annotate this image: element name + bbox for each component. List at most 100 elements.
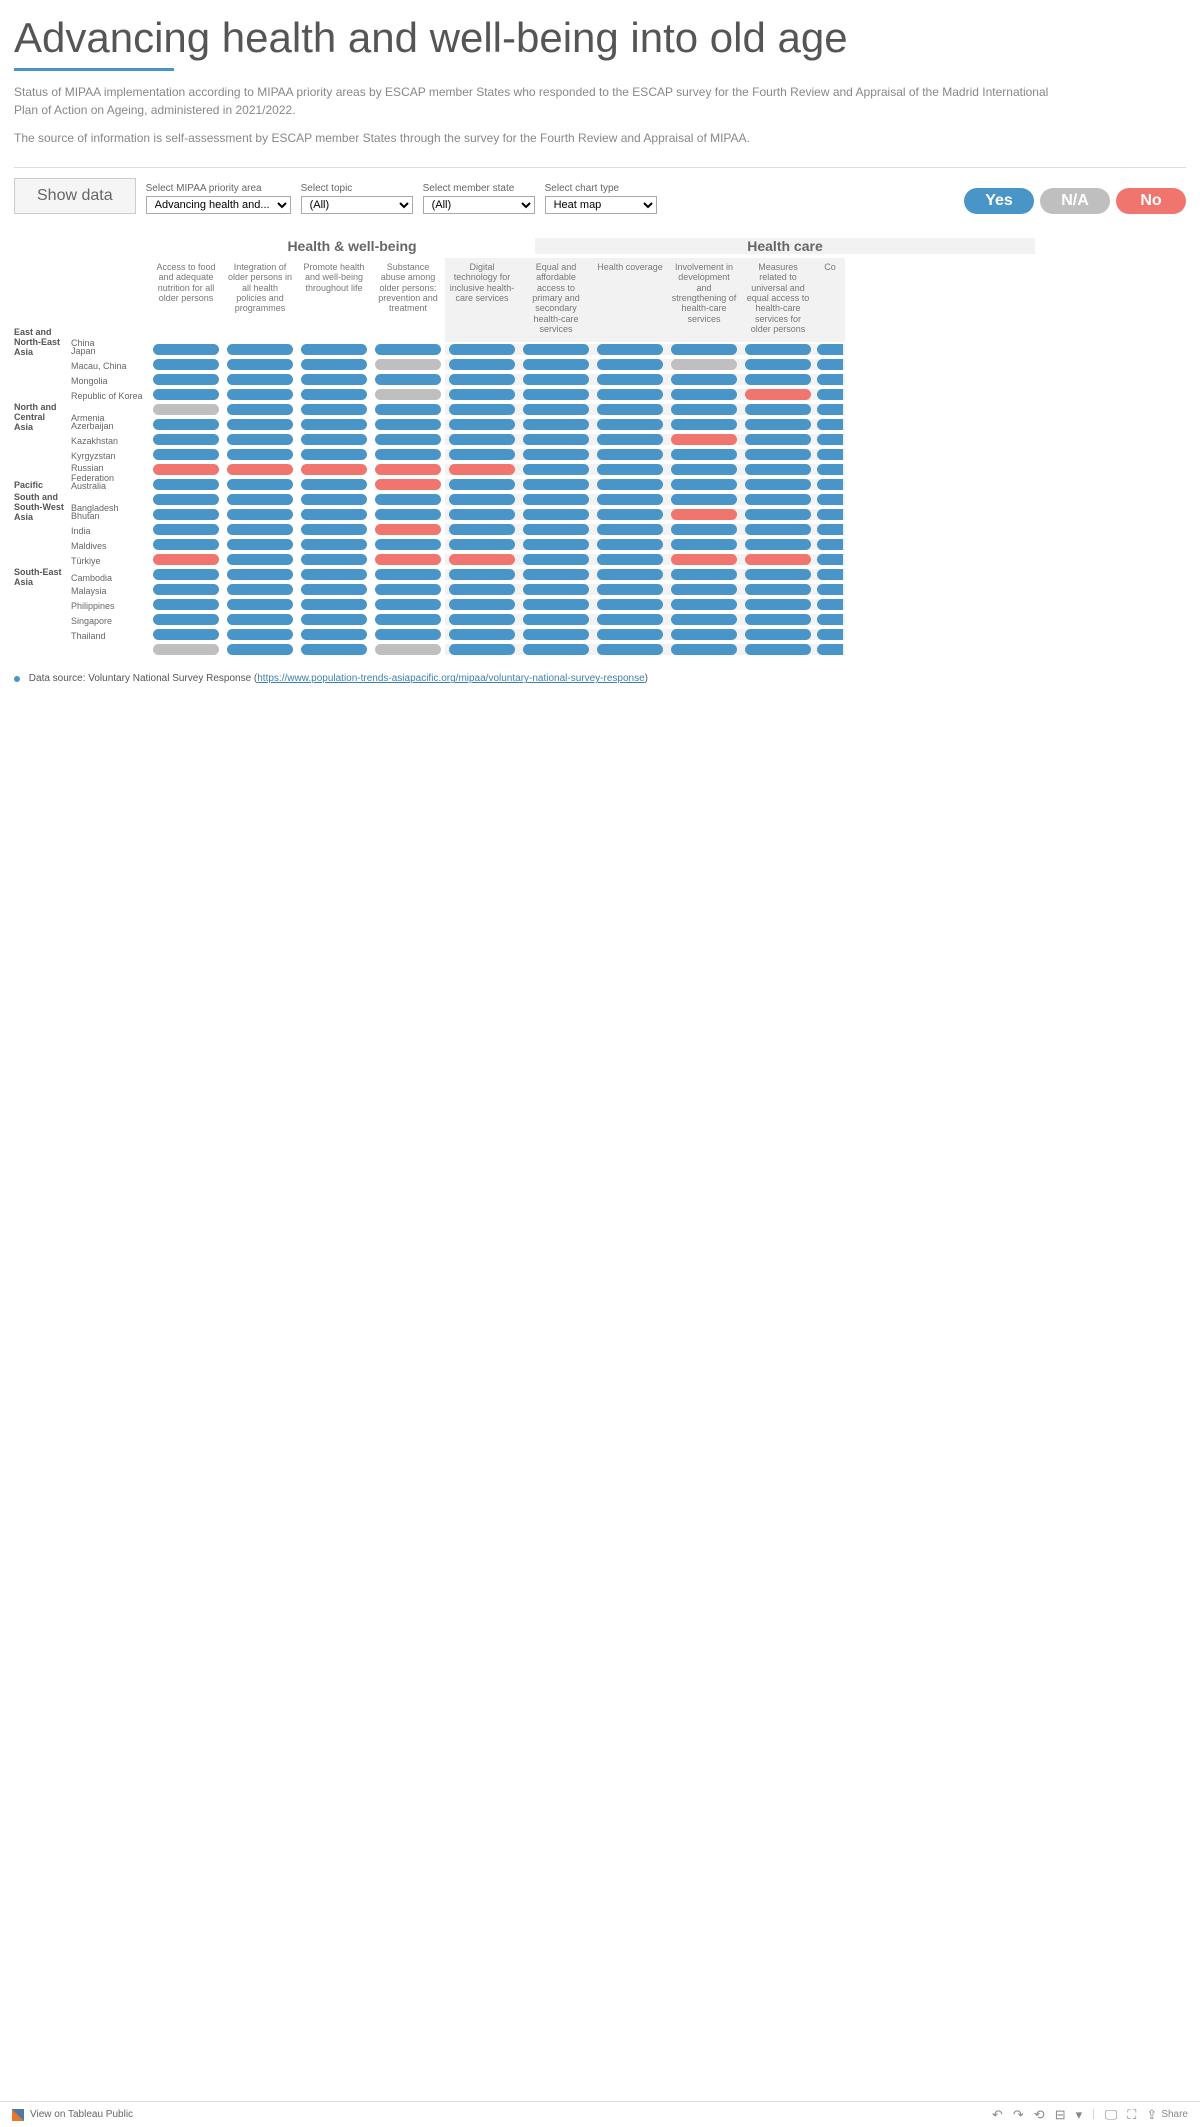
heatmap-cell[interactable] (153, 584, 219, 595)
undo-icon[interactable]: ↶ (992, 2107, 1003, 2123)
heatmap-cell[interactable] (671, 344, 737, 355)
heatmap-cell[interactable] (449, 599, 515, 610)
heatmap-cell[interactable] (671, 494, 737, 505)
heatmap-cell[interactable] (301, 509, 367, 520)
heatmap-cell[interactable] (671, 359, 737, 370)
heatmap-cell[interactable] (375, 344, 441, 355)
heatmap-cell[interactable] (301, 374, 367, 385)
heatmap-cell[interactable] (153, 614, 219, 625)
heatmap-cell[interactable] (227, 644, 293, 655)
heatmap-cell[interactable] (301, 449, 367, 460)
heatmap-cell[interactable] (671, 524, 737, 535)
heatmap-cell[interactable] (597, 614, 663, 625)
heatmap-cell[interactable] (227, 344, 293, 355)
heatmap-cell[interactable] (153, 344, 219, 355)
heatmap-cell[interactable] (817, 449, 843, 460)
heatmap-cell[interactable] (227, 464, 293, 475)
heatmap-cell[interactable] (301, 389, 367, 400)
heatmap-cell[interactable] (597, 644, 663, 655)
heatmap-cell[interactable] (523, 449, 589, 460)
redo-icon[interactable]: ↷ (1013, 2107, 1024, 2123)
heatmap-cell[interactable] (597, 434, 663, 445)
heatmap-cell[interactable] (153, 449, 219, 460)
filter-chart-select[interactable]: Heat map (545, 196, 657, 214)
device-icon[interactable]: 🖵 (1105, 2107, 1118, 2123)
heatmap-cell[interactable] (153, 419, 219, 430)
heatmap-cell[interactable] (671, 509, 737, 520)
heatmap-cell[interactable] (227, 389, 293, 400)
heatmap-cell[interactable] (227, 449, 293, 460)
heatmap-cell[interactable] (375, 479, 441, 490)
heatmap-cell[interactable] (375, 419, 441, 430)
heatmap-cell[interactable] (523, 569, 589, 580)
heatmap-cell[interactable] (375, 569, 441, 580)
heatmap-cell[interactable] (449, 629, 515, 640)
heatmap-cell[interactable] (597, 524, 663, 535)
heatmap-cell[interactable] (153, 494, 219, 505)
heatmap-cell[interactable] (745, 509, 811, 520)
heatmap-cell[interactable] (523, 479, 589, 490)
heatmap-cell[interactable] (449, 569, 515, 580)
heatmap-cell[interactable] (817, 509, 843, 520)
heatmap-cell[interactable] (745, 344, 811, 355)
source-link[interactable]: https://www.population-trends-asiapacifi… (257, 673, 644, 684)
heatmap-cell[interactable] (597, 464, 663, 475)
heatmap-cell[interactable] (671, 569, 737, 580)
heatmap-cell[interactable] (153, 644, 219, 655)
heatmap-cell[interactable] (597, 539, 663, 550)
heatmap-cell[interactable] (597, 374, 663, 385)
heatmap-cell[interactable] (745, 569, 811, 580)
heatmap-cell[interactable] (301, 584, 367, 595)
heatmap-cell[interactable] (227, 584, 293, 595)
heatmap-cell[interactable] (301, 539, 367, 550)
heatmap-cell[interactable] (745, 644, 811, 655)
heatmap-cell[interactable] (817, 359, 843, 370)
heatmap-cell[interactable] (523, 359, 589, 370)
heatmap-cell[interactable] (817, 554, 843, 565)
heatmap-cell[interactable] (227, 434, 293, 445)
heatmap-cell[interactable] (597, 599, 663, 610)
heatmap-cell[interactable] (301, 359, 367, 370)
heatmap-cell[interactable] (671, 404, 737, 415)
filter-state-select[interactable]: (All) (423, 196, 535, 214)
heatmap-cell[interactable] (301, 629, 367, 640)
heatmap-cell[interactable] (671, 629, 737, 640)
heatmap-cell[interactable] (449, 584, 515, 595)
heatmap-cell[interactable] (449, 404, 515, 415)
view-on-tableau[interactable]: View on Tableau Public (30, 2109, 133, 2120)
heatmap-cell[interactable] (153, 479, 219, 490)
heatmap-cell[interactable] (375, 524, 441, 535)
heatmap-cell[interactable] (227, 599, 293, 610)
heatmap-cell[interactable] (301, 344, 367, 355)
heatmap-cell[interactable] (745, 359, 811, 370)
heatmap-cell[interactable] (227, 374, 293, 385)
heatmap-cell[interactable] (671, 539, 737, 550)
heatmap-cell[interactable] (597, 344, 663, 355)
heatmap-cell[interactable] (301, 599, 367, 610)
heatmap-cell[interactable] (671, 449, 737, 460)
heatmap-cell[interactable] (597, 404, 663, 415)
heatmap-cell[interactable] (153, 464, 219, 475)
heatmap-cell[interactable] (523, 584, 589, 595)
heatmap-cell[interactable] (153, 599, 219, 610)
heatmap-cell[interactable] (817, 599, 843, 610)
heatmap-cell[interactable] (523, 539, 589, 550)
heatmap-cell[interactable] (375, 539, 441, 550)
heatmap-cell[interactable] (817, 644, 843, 655)
heatmap-cell[interactable] (227, 614, 293, 625)
heatmap-cell[interactable] (153, 539, 219, 550)
heatmap-cell[interactable] (449, 554, 515, 565)
heatmap-cell[interactable] (227, 404, 293, 415)
heatmap-cell[interactable] (597, 479, 663, 490)
heatmap-cell[interactable] (671, 374, 737, 385)
heatmap-cell[interactable] (817, 404, 843, 415)
heatmap-cell[interactable] (745, 554, 811, 565)
heatmap-cell[interactable] (671, 434, 737, 445)
heatmap-cell[interactable] (745, 494, 811, 505)
heatmap-cell[interactable] (523, 464, 589, 475)
heatmap-cell[interactable] (375, 404, 441, 415)
heatmap-cell[interactable] (745, 614, 811, 625)
refresh-icon[interactable]: ⊟ (1055, 2107, 1066, 2123)
heatmap-cell[interactable] (523, 404, 589, 415)
heatmap-cell[interactable] (597, 494, 663, 505)
